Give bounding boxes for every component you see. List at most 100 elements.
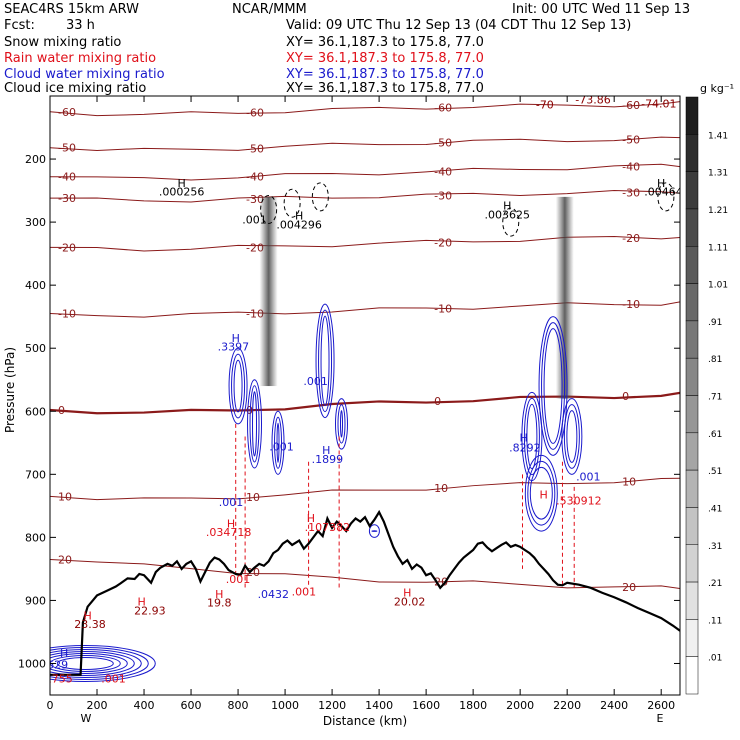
isotherm-label: -50: [246, 142, 264, 155]
x-tick-label: 2000: [506, 699, 534, 712]
contour-annotation: .001: [576, 471, 601, 484]
cloud-water-contour: [228, 347, 248, 425]
isotherm-label: -30: [622, 186, 640, 199]
cloud-water-contour: [50, 648, 142, 678]
isotherm-label: -20: [58, 241, 76, 254]
contour-annotation: H: [540, 488, 548, 501]
colorbar-swatch: [685, 208, 699, 247]
contour-annotation: H: [322, 444, 330, 457]
valid-time: Valid: 09 UTC Thu 12 Sep 13 (04 CDT Thu …: [286, 18, 632, 33]
cloud-water-contour: [252, 391, 258, 457]
colorbar-label: .11: [708, 616, 722, 626]
colorbar-label: .71: [708, 393, 722, 403]
colorbar-swatch: [685, 469, 699, 508]
cloud-water-contour: [320, 315, 330, 407]
isotherm-line: [50, 558, 680, 590]
contour-annotation: 20.02: [394, 595, 426, 608]
y-tick-label: 500: [25, 342, 46, 355]
x-tick-label: 1000: [271, 699, 299, 712]
snow-contour: [502, 207, 520, 237]
east-endpoint: E: [657, 712, 664, 725]
cloud-water-contour: [334, 398, 348, 450]
contour-annotation: H: [60, 647, 68, 660]
isotherm-label: -50: [434, 137, 452, 150]
cloud-water-contour: [50, 652, 128, 674]
colorbar-swatch: [685, 246, 699, 284]
cloud-water-contour: [339, 410, 343, 438]
contour-annotation: .001: [101, 672, 126, 685]
cloud-water-contour: [368, 524, 380, 538]
isotherm-label: 20: [58, 553, 72, 566]
field-rain-name: Rain water mixing ratio: [4, 51, 157, 66]
contour-annotation: .034718: [206, 526, 252, 539]
y-tick-label: 200: [25, 153, 46, 166]
y-tick-label: 700: [25, 468, 46, 481]
x-tick-label: 800: [228, 699, 249, 712]
snow-contour: [311, 182, 329, 212]
contour-annotation: H: [232, 332, 240, 345]
colorbar-label: 1.01: [708, 281, 728, 291]
contour-annotation: H: [307, 512, 315, 525]
cloud-water-contour: [315, 303, 335, 419]
isotherm-line: [50, 136, 680, 151]
colorbar-swatch: [685, 432, 699, 471]
colorbar-swatch: [685, 96, 699, 135]
cloud-water-contour: [543, 328, 563, 444]
field-snow-xy: XY= 36.1,187.3 to 175.8, 77.0: [286, 35, 484, 50]
x-tick-label: 2200: [553, 699, 581, 712]
cloud-water-contour: [274, 416, 283, 469]
contour-annotation: .1755: [41, 672, 73, 685]
cloud-water-contour: [524, 454, 558, 532]
cloud-water-contour: [50, 644, 156, 682]
x-tick-label: 400: [134, 699, 155, 712]
isotherm-label: -40: [246, 171, 264, 184]
colorbar-label: .31: [708, 542, 722, 552]
field-snow-name: Snow mixing ratio: [4, 35, 122, 50]
contour-annotation: -73.86: [575, 94, 610, 107]
cloud-water-contour: [249, 385, 260, 463]
x-tick-label: 0: [47, 699, 54, 712]
colorbar-swatch: [685, 357, 699, 396]
contour-annotation: H: [215, 588, 223, 601]
isotherm-label: 0: [246, 404, 253, 417]
contour-annotation: H: [295, 210, 303, 223]
contour-annotation: H: [227, 517, 235, 530]
contour-annotation: H: [503, 199, 511, 212]
x-tick-label: 1400: [365, 699, 393, 712]
cloud-water-contour: [529, 466, 553, 520]
colorbar-label: .51: [708, 467, 722, 477]
isotherm-label: -10: [246, 308, 264, 321]
isotherm-label: -10: [434, 302, 452, 315]
contour-annotation: .001: [292, 585, 317, 598]
colorbar-label: 1.31: [708, 169, 728, 179]
cloud-water-contour: [271, 410, 285, 475]
contour-annotation: .0432: [258, 588, 290, 601]
contour-annotation: .3397: [218, 341, 250, 354]
cloud-water-contour: [561, 398, 583, 475]
fcst-value: 33 h: [66, 18, 95, 33]
x-tick-label: 600: [181, 699, 202, 712]
contour-annotation: H: [178, 177, 186, 190]
isotherm-label: -50: [58, 142, 76, 155]
contour-annotation: .00464: [644, 186, 683, 199]
isotherm-label: -40: [58, 171, 76, 184]
cloud-water-contour: [563, 404, 580, 469]
colorbar-swatch: [685, 283, 699, 322]
field-ice-xy: XY= 36.1,187.3 to 175.8, 77.0: [286, 81, 484, 96]
cloud-water-contour: [247, 379, 263, 469]
isotherm-label: -60: [246, 106, 264, 119]
isotherm-label: -20: [622, 232, 640, 245]
y-tick-label: 300: [25, 216, 46, 229]
cloud-water-contour: [50, 646, 149, 680]
field-rain-xy: XY= 36.1,187.3 to 175.8, 77.0: [286, 51, 484, 66]
x-tick-label: 1200: [318, 699, 346, 712]
isotherm-label: 10: [622, 475, 636, 488]
contour-annotation: .004296: [276, 218, 322, 231]
colorbar-label: 1.21: [708, 206, 728, 216]
colorbar-swatch: [685, 507, 699, 545]
contour-annotation: 23.38: [74, 618, 106, 631]
colorbar-unit: g kg⁻¹: [700, 82, 734, 95]
contour-annotation: .107382: [305, 521, 351, 534]
contour-annotation: .001: [269, 440, 294, 453]
